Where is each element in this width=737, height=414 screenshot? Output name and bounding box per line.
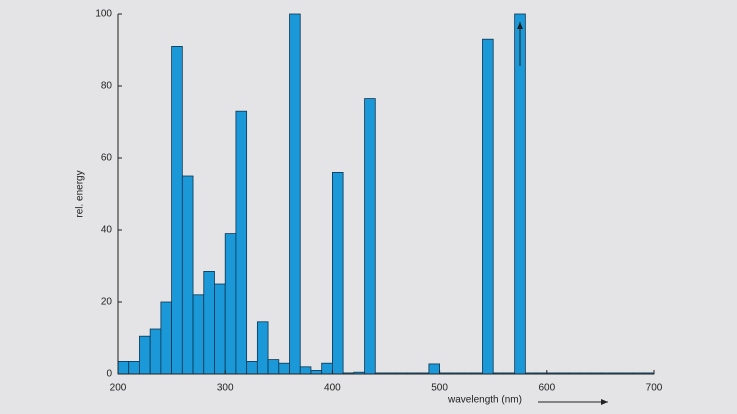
bar	[256, 321, 269, 375]
x-tick-label: 200	[110, 383, 127, 394]
x-tick-label: 600	[538, 383, 555, 394]
y-tick-label: 20	[101, 297, 113, 308]
bar	[321, 362, 333, 375]
y-tick-label: 40	[101, 225, 113, 236]
bar	[364, 98, 376, 375]
y-tick-label: 0	[106, 369, 112, 380]
bar	[289, 13, 301, 375]
bar	[139, 335, 151, 375]
bar	[149, 328, 162, 375]
bar	[203, 270, 215, 375]
x-tick-label: 400	[324, 383, 341, 394]
bar	[214, 283, 226, 375]
y-tick-label: 100	[95, 9, 112, 20]
bar	[310, 369, 323, 375]
x-tick-label: 300	[217, 383, 234, 394]
bar	[181, 175, 194, 375]
bar	[299, 366, 312, 375]
y-axis-label: rel. energy	[75, 170, 86, 217]
bar	[267, 359, 280, 375]
bar	[128, 360, 140, 375]
bar	[278, 362, 290, 375]
x-tick-label: 500	[431, 383, 448, 394]
bar	[482, 38, 494, 375]
bar	[171, 46, 183, 375]
x-axis-label: wavelength (nm)	[447, 395, 522, 406]
bar	[246, 360, 258, 375]
bar	[235, 110, 248, 375]
bar	[117, 360, 130, 375]
bar	[514, 13, 526, 375]
bar	[224, 233, 237, 375]
bar	[428, 363, 441, 375]
y-tick-label: 60	[101, 153, 113, 164]
bar	[160, 301, 173, 375]
x-tick-label: 700	[646, 383, 663, 394]
bar	[192, 294, 205, 375]
bar	[331, 171, 344, 375]
y-tick-label: 80	[101, 81, 113, 92]
